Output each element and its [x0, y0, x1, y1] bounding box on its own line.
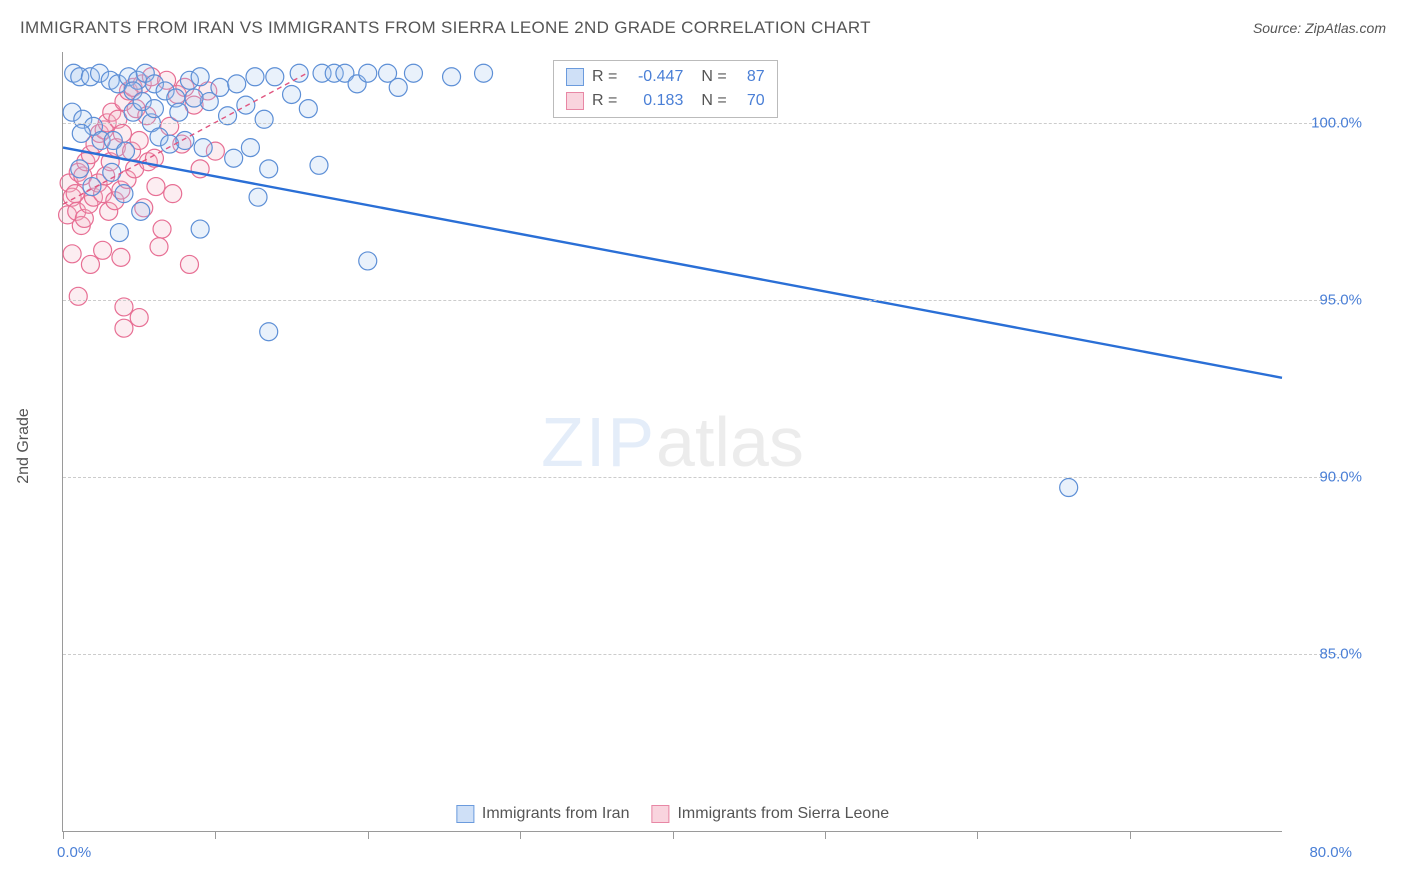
- data-point: [260, 160, 278, 178]
- data-point: [185, 89, 203, 107]
- gridline-h: [63, 123, 1342, 124]
- data-point: [145, 100, 163, 118]
- x-tick: [977, 831, 978, 839]
- data-point: [150, 238, 168, 256]
- data-point: [164, 185, 182, 203]
- data-point: [249, 188, 267, 206]
- data-point: [443, 68, 461, 86]
- legend-item-iran: Immigrants from Iran: [456, 805, 630, 823]
- data-point: [112, 248, 130, 266]
- data-point: [266, 68, 284, 86]
- stats-row-iran: R = -0.447 N = 87: [566, 65, 765, 89]
- data-point: [63, 245, 81, 263]
- x-tick-label: 0.0%: [57, 844, 91, 861]
- data-point: [81, 255, 99, 273]
- swatch-iran-icon: [566, 68, 584, 86]
- chart-title: IMMIGRANTS FROM IRAN VS IMMIGRANTS FROM …: [20, 18, 871, 38]
- data-point: [71, 160, 89, 178]
- data-point: [246, 68, 264, 86]
- stats-legend-box: R = -0.447 N = 87 R = 0.183 N = 70: [553, 60, 778, 118]
- data-point: [115, 185, 133, 203]
- n-value-sierra-leone: 70: [735, 89, 765, 113]
- n-label: N =: [701, 89, 726, 113]
- data-point: [176, 132, 194, 150]
- data-point: [1060, 479, 1078, 497]
- y-axis-label: 2nd Grade: [15, 408, 33, 484]
- data-point: [290, 64, 308, 82]
- legend-item-sierra-leone: Immigrants from Sierra Leone: [651, 805, 889, 823]
- x-tick-label: 80.0%: [1309, 844, 1352, 861]
- y-tick-label: 85.0%: [1292, 645, 1362, 662]
- chart-svg: [63, 52, 1282, 831]
- data-point: [475, 64, 493, 82]
- legend-swatch-iran-icon: [456, 805, 474, 823]
- data-point: [72, 124, 90, 142]
- data-point: [228, 75, 246, 93]
- data-point: [225, 149, 243, 167]
- r-label: R =: [592, 89, 617, 113]
- data-point: [132, 202, 150, 220]
- data-point: [389, 78, 407, 96]
- r-label: R =: [592, 65, 617, 89]
- r-value-sierra-leone: 0.183: [625, 89, 683, 113]
- data-point: [237, 96, 255, 114]
- data-point: [299, 100, 317, 118]
- plot-area: ZIPatlas R = -0.447 N = 87 R = 0.183 N =…: [62, 52, 1282, 832]
- source-attribution: Source: ZipAtlas.com: [1253, 20, 1386, 36]
- data-point: [194, 139, 212, 157]
- gridline-h: [63, 654, 1342, 655]
- title-bar: IMMIGRANTS FROM IRAN VS IMMIGRANTS FROM …: [20, 18, 1386, 38]
- data-point: [191, 220, 209, 238]
- r-value-iran: -0.447: [625, 65, 683, 89]
- stats-row-sierra-leone: R = 0.183 N = 70: [566, 89, 765, 113]
- gridline-h: [63, 300, 1342, 301]
- x-tick: [1130, 831, 1131, 839]
- y-tick-label: 100.0%: [1292, 114, 1362, 131]
- data-point: [283, 85, 301, 103]
- x-tick: [368, 831, 369, 839]
- x-tick: [673, 831, 674, 839]
- data-point: [310, 156, 328, 174]
- data-point: [69, 287, 87, 305]
- legend-label-sierra-leone: Immigrants from Sierra Leone: [677, 805, 889, 823]
- data-point: [180, 255, 198, 273]
- legend-label-iran: Immigrants from Iran: [482, 805, 630, 823]
- trend-line: [63, 148, 1282, 378]
- y-tick-label: 90.0%: [1292, 468, 1362, 485]
- bottom-legend: Immigrants from Iran Immigrants from Sie…: [448, 805, 897, 823]
- data-point: [191, 68, 209, 86]
- x-tick: [215, 831, 216, 839]
- data-point: [147, 178, 165, 196]
- data-point: [110, 224, 128, 242]
- data-point: [83, 178, 101, 196]
- x-tick: [825, 831, 826, 839]
- data-point: [130, 309, 148, 327]
- data-point: [359, 252, 377, 270]
- x-tick: [520, 831, 521, 839]
- data-point: [404, 64, 422, 82]
- data-point: [260, 323, 278, 341]
- data-point: [115, 319, 133, 337]
- data-point: [359, 64, 377, 82]
- y-tick-label: 95.0%: [1292, 291, 1362, 308]
- n-value-iran: 87: [735, 65, 765, 89]
- data-point: [241, 139, 259, 157]
- data-point: [170, 103, 188, 121]
- x-tick: [63, 831, 64, 839]
- swatch-sierra-leone-icon: [566, 92, 584, 110]
- gridline-h: [63, 477, 1342, 478]
- data-point: [153, 220, 171, 238]
- data-point: [211, 78, 229, 96]
- n-label: N =: [701, 65, 726, 89]
- legend-swatch-sierra-leone-icon: [651, 805, 669, 823]
- data-point: [255, 110, 273, 128]
- data-point: [94, 241, 112, 259]
